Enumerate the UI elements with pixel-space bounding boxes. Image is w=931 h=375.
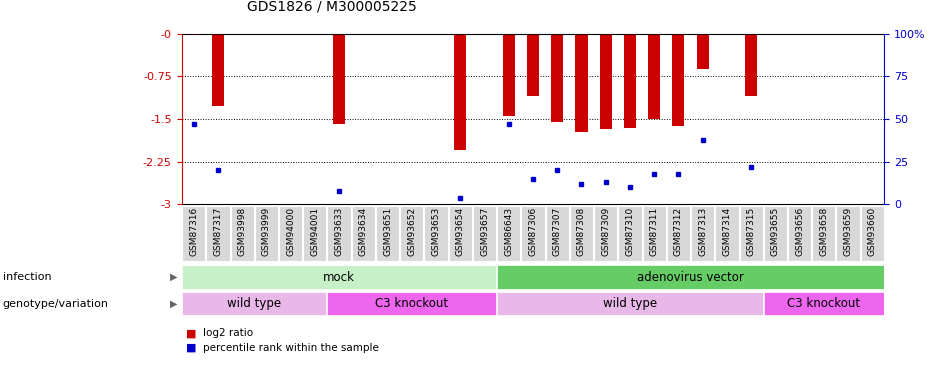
FancyBboxPatch shape (304, 206, 327, 261)
Text: GSM93653: GSM93653 (432, 207, 440, 256)
FancyBboxPatch shape (231, 206, 254, 261)
FancyBboxPatch shape (182, 292, 327, 315)
Text: GSM93999: GSM93999 (262, 207, 271, 256)
Text: adenovirus vector: adenovirus vector (637, 271, 744, 284)
FancyBboxPatch shape (207, 206, 230, 261)
Text: GSM87310: GSM87310 (626, 207, 634, 256)
FancyBboxPatch shape (763, 206, 787, 261)
Text: GSM93659: GSM93659 (843, 207, 853, 256)
Text: ■: ■ (186, 343, 196, 352)
Text: GSM87317: GSM87317 (213, 207, 223, 256)
FancyBboxPatch shape (739, 206, 762, 261)
FancyBboxPatch shape (425, 206, 448, 261)
FancyBboxPatch shape (836, 206, 859, 261)
FancyBboxPatch shape (497, 266, 884, 289)
Bar (648, 34, 660, 119)
FancyBboxPatch shape (860, 206, 884, 261)
Bar (503, 34, 515, 116)
Text: wild type: wild type (603, 297, 657, 310)
FancyBboxPatch shape (691, 206, 714, 261)
FancyBboxPatch shape (546, 206, 569, 261)
FancyBboxPatch shape (328, 292, 496, 315)
Bar (575, 34, 587, 132)
FancyBboxPatch shape (328, 206, 351, 261)
Text: GSM93656: GSM93656 (795, 207, 804, 256)
Text: log2 ratio: log2 ratio (203, 328, 253, 338)
Bar (551, 34, 563, 122)
FancyBboxPatch shape (400, 206, 424, 261)
FancyBboxPatch shape (182, 206, 206, 261)
FancyBboxPatch shape (788, 206, 811, 261)
FancyBboxPatch shape (594, 206, 617, 261)
Text: GSM93660: GSM93660 (868, 207, 877, 256)
Text: GSM93633: GSM93633 (334, 207, 344, 256)
Text: GSM87308: GSM87308 (577, 207, 586, 256)
Bar (333, 34, 345, 124)
Text: wild type: wild type (227, 297, 281, 310)
FancyBboxPatch shape (618, 206, 641, 261)
Text: GSM87315: GSM87315 (747, 207, 756, 256)
FancyBboxPatch shape (521, 206, 545, 261)
Text: ▶: ▶ (170, 272, 178, 282)
Bar (745, 34, 757, 96)
Text: GSM93651: GSM93651 (383, 207, 392, 256)
FancyBboxPatch shape (642, 206, 666, 261)
Text: GSM87311: GSM87311 (650, 207, 659, 256)
Text: GSM87313: GSM87313 (698, 207, 708, 256)
FancyBboxPatch shape (473, 206, 496, 261)
Text: GSM93654: GSM93654 (456, 207, 465, 256)
FancyBboxPatch shape (812, 206, 835, 261)
FancyBboxPatch shape (763, 292, 884, 315)
Text: GSM87309: GSM87309 (601, 207, 610, 256)
FancyBboxPatch shape (667, 206, 690, 261)
Text: percentile rank within the sample: percentile rank within the sample (203, 343, 379, 352)
Text: GSM93634: GSM93634 (358, 207, 368, 256)
Text: GSM87307: GSM87307 (553, 207, 561, 256)
FancyBboxPatch shape (715, 206, 738, 261)
FancyBboxPatch shape (570, 206, 593, 261)
Bar (672, 34, 684, 126)
Bar (212, 34, 224, 106)
Text: GSM94000: GSM94000 (286, 207, 295, 256)
Bar (624, 34, 636, 128)
Text: GSM87316: GSM87316 (189, 207, 198, 256)
Text: GSM93652: GSM93652 (407, 207, 416, 256)
Text: GSM94001: GSM94001 (310, 207, 319, 256)
FancyBboxPatch shape (255, 206, 278, 261)
Bar (188, 34, 200, 36)
Text: mock: mock (323, 271, 355, 284)
FancyBboxPatch shape (449, 206, 472, 261)
Bar (600, 34, 612, 129)
Text: GSM87314: GSM87314 (722, 207, 732, 256)
FancyBboxPatch shape (352, 206, 375, 261)
Text: C3 knockout: C3 knockout (375, 297, 449, 310)
Text: GSM93657: GSM93657 (480, 207, 489, 256)
Text: GSM87306: GSM87306 (529, 207, 537, 256)
Text: GSM87312: GSM87312 (674, 207, 683, 256)
FancyBboxPatch shape (376, 206, 399, 261)
Text: genotype/variation: genotype/variation (3, 299, 109, 309)
FancyBboxPatch shape (279, 206, 303, 261)
Bar (527, 34, 539, 96)
Text: infection: infection (3, 272, 51, 282)
FancyBboxPatch shape (497, 206, 520, 261)
Text: ▶: ▶ (170, 299, 178, 309)
Bar (454, 34, 466, 150)
Text: C3 knockout: C3 knockout (788, 297, 860, 310)
FancyBboxPatch shape (182, 266, 496, 289)
Text: GDS1826 / M300005225: GDS1826 / M300005225 (247, 0, 416, 13)
Text: GSM93655: GSM93655 (771, 207, 780, 256)
Text: GSM93658: GSM93658 (819, 207, 829, 256)
Text: GSM93998: GSM93998 (237, 207, 247, 256)
Text: GSM86643: GSM86643 (505, 207, 513, 256)
FancyBboxPatch shape (497, 292, 762, 315)
Text: ■: ■ (186, 328, 196, 338)
Bar (696, 34, 708, 69)
